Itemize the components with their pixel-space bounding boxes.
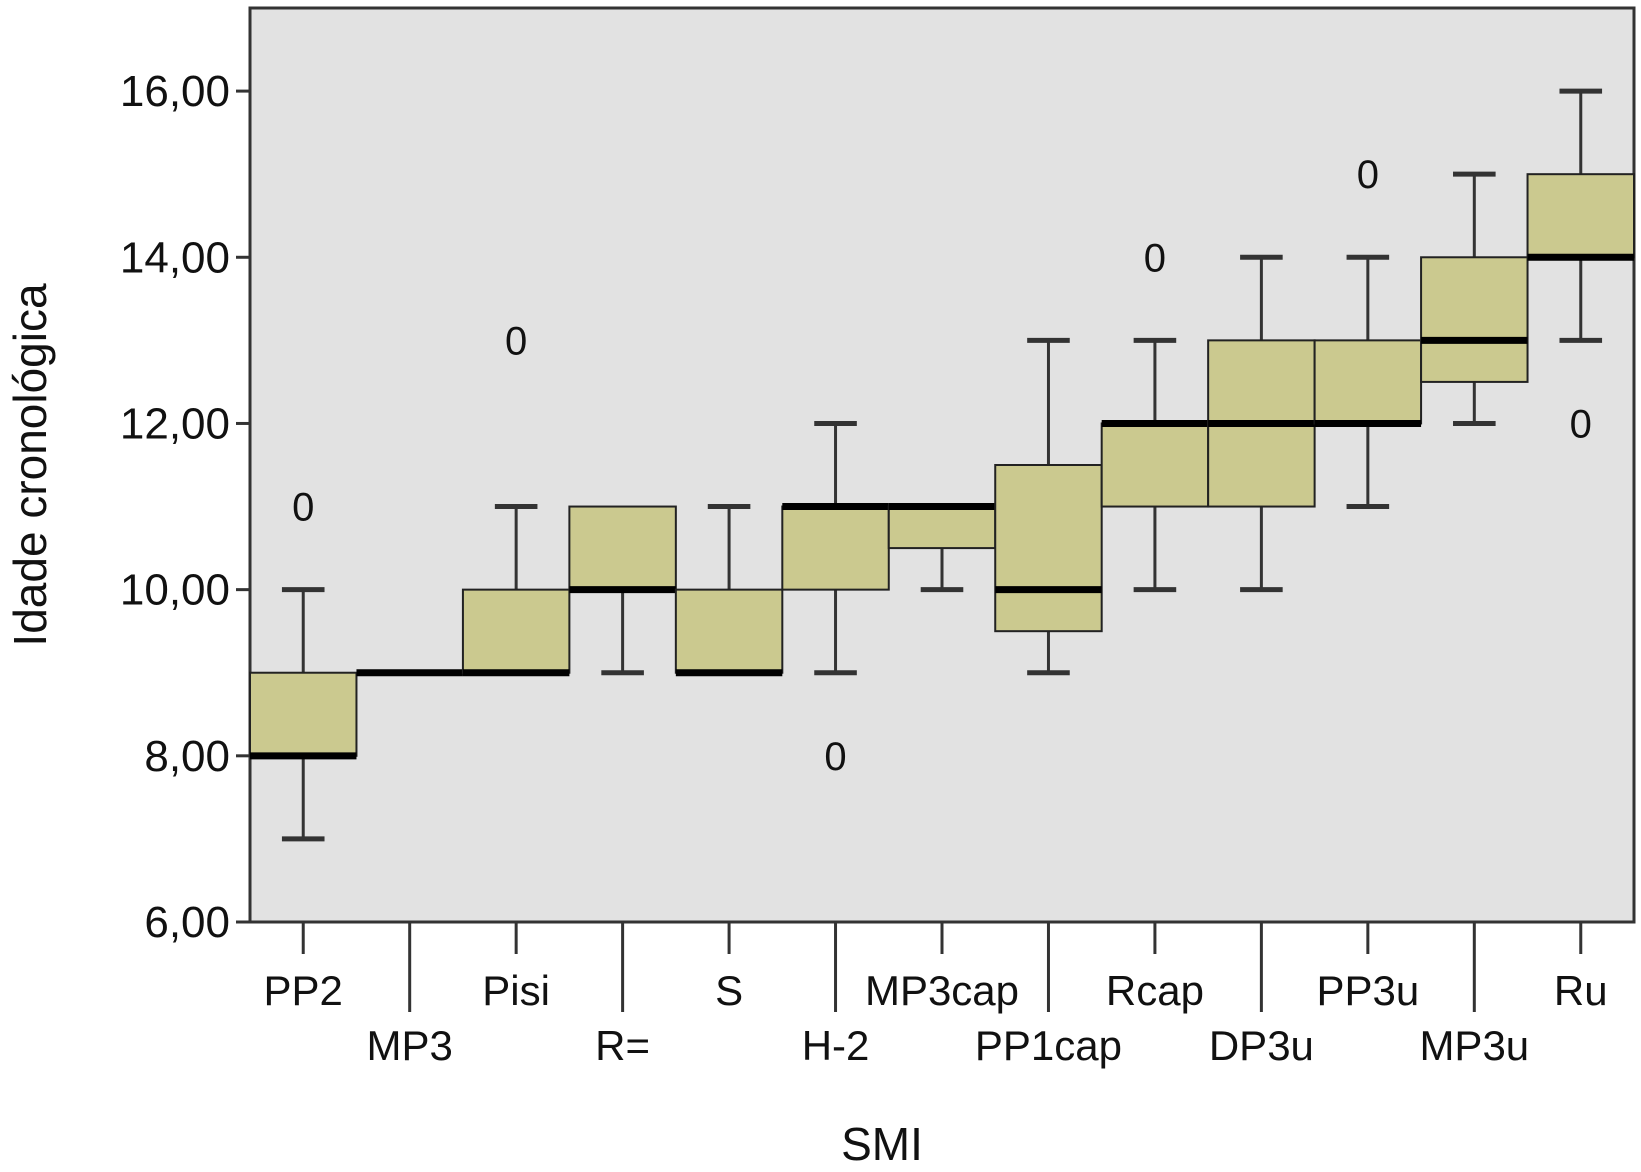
- x-category-label: PP1cap: [975, 1022, 1122, 1069]
- box-iqr: [461, 588, 571, 674]
- box-iqr: [1313, 339, 1423, 425]
- box-R=: [568, 505, 677, 676]
- x-axis-title: SMI: [841, 1118, 923, 1170]
- box-iqr: [1526, 173, 1635, 259]
- boxes-layer: [249, 88, 1635, 842]
- box-PP1cap: [994, 337, 1103, 676]
- x-axis: PP2 MP3 Pisi R= S H-2 MP3cap PP1cap RcapDP3uPP3u…: [264, 922, 1608, 1069]
- y-axis-title: Idade cronológica: [4, 283, 56, 647]
- y-tick-label: 10,00: [120, 566, 230, 615]
- x-category-label: MP3u: [1419, 1022, 1529, 1069]
- box-iqr: [887, 505, 997, 550]
- outlier-marker: 0: [824, 735, 846, 779]
- outlier-marker: 0: [1357, 153, 1379, 197]
- outlier-marker: 0: [1144, 236, 1166, 280]
- box-iqr: [1420, 256, 1529, 383]
- box-Pisi: [461, 504, 571, 677]
- box-iqr: [1100, 422, 1210, 508]
- x-category-label: H-2: [802, 1022, 870, 1069]
- x-category-label: MP3cap: [865, 967, 1019, 1014]
- box-Ru: [1526, 88, 1635, 343]
- box-DP3u: [1207, 254, 1316, 593]
- box-PP3u: [1313, 254, 1423, 510]
- x-category-label: PP3u: [1316, 967, 1419, 1014]
- x-category-label: DP3u: [1209, 1022, 1314, 1069]
- box-PP2: [249, 587, 358, 842]
- box-Rcap: [1100, 337, 1210, 593]
- x-category-label: R=: [595, 1022, 650, 1069]
- y-tick-label: 8,00: [144, 732, 230, 781]
- x-category-label: MP3: [367, 1022, 453, 1069]
- box-iqr: [994, 464, 1103, 633]
- y-tick-label: 14,00: [120, 233, 230, 282]
- box-H-2: [781, 420, 890, 676]
- x-category-label: Rcap: [1106, 967, 1204, 1014]
- outlier-marker: 0: [1570, 402, 1592, 446]
- box-iqr: [568, 505, 677, 591]
- outlier-marker: 0: [292, 486, 314, 530]
- box-iqr: [781, 505, 890, 591]
- outliers-layer: 0 0 0 0 0 0: [292, 153, 1592, 779]
- y-axis: 6,00 8,00 10,00 12,00 14,00 16,00: [120, 67, 250, 947]
- box-MP3u: [1420, 171, 1529, 426]
- outlier-marker: 0: [505, 319, 527, 363]
- box-S: [674, 504, 784, 677]
- x-category-label: PP2: [264, 967, 343, 1014]
- plot-background: [248, 6, 1636, 924]
- box-MP3cap: [887, 503, 997, 593]
- x-category-label: Pisi: [482, 967, 550, 1014]
- y-tick-label: 16,00: [120, 67, 230, 116]
- x-category-label: Ru: [1554, 967, 1608, 1014]
- box-iqr: [674, 588, 784, 674]
- y-tick-label: 6,00: [144, 898, 230, 947]
- box-iqr: [249, 671, 358, 757]
- x-category-label: S: [715, 967, 743, 1014]
- y-tick-label: 12,00: [120, 399, 230, 448]
